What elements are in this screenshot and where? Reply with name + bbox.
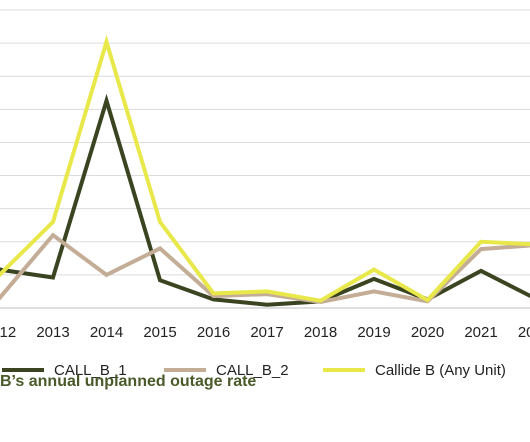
gridlines <box>0 9 530 309</box>
legend-swatch-call-b-1 <box>2 368 44 372</box>
x-tick-label: 2021 <box>464 324 497 340</box>
legend-label-call-b-2: CALL_B_2 <box>216 361 289 379</box>
x-tick-label: 2014 <box>90 324 123 340</box>
x-tick-label: 2019 <box>357 324 390 340</box>
x-tick-label: 2020 <box>411 324 444 340</box>
series-lines <box>0 34 530 307</box>
x-tick-label: 2012 <box>0 324 16 340</box>
series-line-callide-b-any-unit <box>0 34 530 303</box>
x-tick-label: 2015 <box>143 324 176 340</box>
legend-swatch-call-b-2 <box>164 368 206 372</box>
legend-label-call-b-1: CALL_B_1 <box>54 361 127 379</box>
legend-item-callide-b-any-unit: Callide B (Any Unit) <box>323 355 506 385</box>
x-tick-label: 2016 <box>197 324 230 340</box>
legend-item-call-b-1: CALL_B_1 <box>2 355 127 385</box>
x-tick-label: 2018 <box>304 324 337 340</box>
x-tick-label: 2022 <box>518 324 530 340</box>
legend: CALL_B_1 CALL_B_2 Callide B (Any Unit) <box>0 355 530 385</box>
x-axis-tick-labels: 2011201220132014201520162017201820192020… <box>0 324 530 340</box>
x-tick-label: 2017 <box>250 324 283 340</box>
x-tick-label: 2013 <box>36 324 69 340</box>
legend-item-call-b-2: CALL_B_2 <box>164 355 289 385</box>
chart-caption: B’s annual unplanned outage rate <box>0 373 257 390</box>
legend-swatch-callide-b-any-unit <box>323 368 365 372</box>
legend-label-callide-b-any-unit: Callide B (Any Unit) <box>375 361 506 379</box>
line-chart: 2011201220132014201520162017201820192020… <box>0 9 530 340</box>
